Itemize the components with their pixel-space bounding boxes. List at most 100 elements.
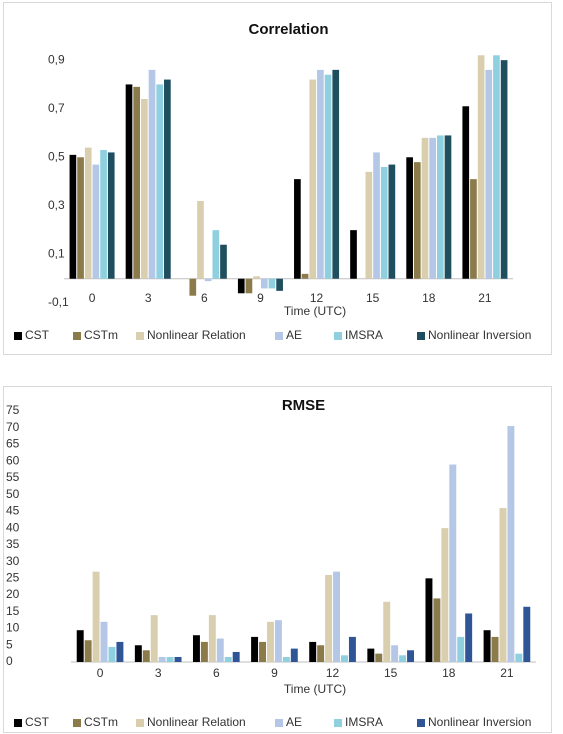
bar (224, 656, 232, 662)
bar (425, 578, 433, 662)
y-tick-label: 0,9 (48, 52, 65, 66)
bar (232, 651, 240, 662)
bar (373, 152, 380, 279)
legend-swatch (334, 719, 342, 727)
bar (134, 645, 142, 662)
x-tick-label: 12 (326, 666, 340, 680)
chart-frame (3, 386, 552, 733)
x-tick-label: 0 (89, 291, 96, 305)
bar (341, 655, 348, 662)
bar (268, 278, 276, 289)
bar (141, 99, 148, 279)
y-tick-label: 5 (6, 637, 13, 651)
x-tick-label: 15 (366, 291, 380, 305)
bar (491, 636, 499, 662)
bar (441, 528, 449, 662)
x-tick-label: 18 (442, 666, 456, 680)
y-tick-label: 50 (6, 487, 20, 501)
legend-swatch (417, 719, 425, 727)
y-tick-label: 55 (6, 470, 20, 484)
bar (462, 106, 470, 279)
bar (76, 630, 84, 662)
bar (274, 620, 282, 662)
x-tick-label: 21 (478, 291, 492, 305)
bar (493, 55, 500, 279)
bar (189, 278, 197, 296)
bar (477, 55, 485, 279)
x-tick-label: 9 (271, 666, 278, 680)
y-tick-label: 0,5 (48, 149, 65, 163)
bar (92, 571, 100, 662)
bar (108, 646, 116, 662)
bar (294, 179, 301, 279)
bar (107, 152, 115, 279)
legend-swatch (73, 332, 81, 340)
chart-title: RMSE (282, 397, 325, 414)
y-tick-label: 30 (6, 554, 20, 568)
bar (350, 230, 357, 279)
bar (174, 656, 182, 662)
x-tick-label: 15 (384, 666, 398, 680)
y-tick-label: 15 (6, 604, 20, 618)
y-tick-label: 0,3 (48, 198, 65, 212)
bar (276, 278, 283, 291)
y-tick-label: 0 (6, 654, 13, 668)
y-tick-label: 40 (6, 520, 20, 534)
legend-label: Nonlinear Relation (147, 328, 246, 342)
bar (148, 69, 156, 279)
bar (383, 601, 391, 662)
legend-label: CSTm (84, 328, 118, 342)
bar (158, 656, 166, 662)
bar (507, 426, 515, 662)
bar (333, 571, 341, 662)
bar (391, 645, 399, 662)
bar (309, 641, 317, 662)
bar (77, 157, 84, 279)
y-tick-label: 20 (6, 587, 20, 601)
bar (259, 641, 266, 662)
y-tick-label: 25 (6, 571, 20, 585)
y-tick-label: 0,1 (48, 247, 65, 261)
bar (245, 278, 253, 294)
bar (192, 635, 200, 662)
legend-label: AE (286, 715, 302, 729)
legend-swatch (275, 719, 283, 727)
y-tick-label: 65 (6, 437, 20, 451)
y-tick-label: 75 (6, 403, 20, 417)
bar (317, 69, 324, 279)
legend-swatch (14, 332, 22, 340)
legend-swatch (334, 332, 342, 340)
bar (200, 641, 208, 662)
x-tick-label: 18 (422, 291, 436, 305)
bar (142, 650, 150, 662)
chart-title: Correlation (248, 21, 328, 38)
bar (324, 74, 332, 279)
bar (301, 273, 309, 279)
bar (208, 615, 216, 662)
legend-swatch (417, 332, 425, 340)
x-tick-label: 6 (213, 666, 220, 680)
bar (388, 164, 396, 279)
x-tick-label: 12 (310, 291, 324, 305)
legend-label: CST (25, 715, 50, 729)
bar (399, 655, 407, 662)
bar (260, 278, 268, 289)
y-tick-label: 10 (6, 621, 20, 635)
bar (523, 606, 531, 662)
bar (407, 650, 415, 662)
bar (84, 147, 92, 279)
bar (457, 636, 465, 662)
bar (125, 84, 133, 279)
bar (166, 656, 174, 662)
bar (421, 137, 429, 279)
legend-swatch (136, 719, 144, 727)
x-tick-label: 3 (145, 291, 152, 305)
bar (197, 201, 204, 279)
legend-swatch (14, 719, 22, 727)
bar (429, 137, 436, 279)
legend-label: IMSRA (345, 715, 383, 729)
bar (164, 79, 171, 279)
y-tick-label: 70 (6, 420, 20, 434)
x-axis-label: Time (UTC) (284, 682, 346, 696)
